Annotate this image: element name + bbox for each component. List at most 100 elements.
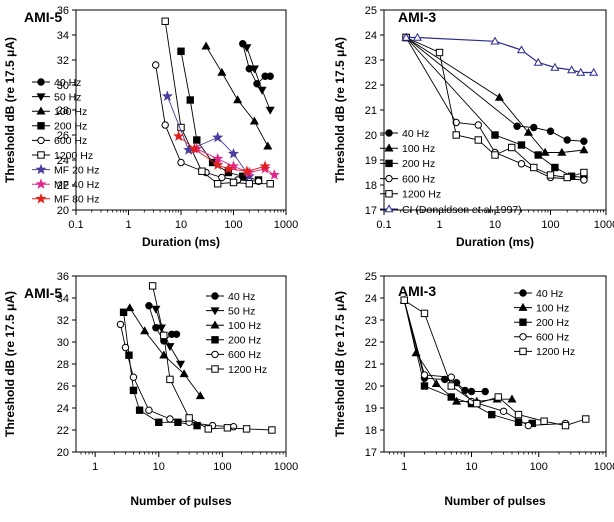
data-point: [159, 350, 169, 359]
legend-label: 200 Hz: [402, 158, 435, 170]
data-point: [172, 330, 181, 338]
chart-panel-1: 20 22 24 26 28 30 32 34 36 0.1 1 10 100 1000 Duration …: [3, 5, 298, 249]
series-mf-80-hz: [173, 130, 271, 176]
y-tick-label: 25: [365, 271, 377, 283]
series-line: [205, 45, 269, 147]
y-tick-label: 36: [57, 5, 69, 17]
legend-label: 100 Hz: [228, 320, 261, 332]
legend-marker: [211, 336, 219, 344]
legend-marker: [35, 178, 47, 189]
data-point: [233, 95, 243, 104]
data-point: [494, 92, 504, 101]
data-point: [213, 180, 222, 188]
x-tick-label: 10: [153, 461, 165, 473]
data-point: [557, 147, 567, 156]
legend-label: 1200 Hz: [54, 150, 93, 162]
chart-title: AMI-5: [24, 9, 62, 25]
data-point: [268, 426, 276, 434]
data-point: [129, 386, 138, 395]
data-point: [254, 177, 263, 185]
data-point: [243, 170, 255, 181]
y-tick-label: 25: [365, 5, 377, 17]
data-point: [208, 158, 217, 167]
y-tick-label: 22: [365, 80, 377, 92]
data-point: [530, 163, 538, 172]
x-tick-label: 1000: [594, 461, 614, 473]
data-point: [540, 147, 550, 156]
series-line: [155, 64, 259, 182]
legend: 40 Hz 50 Hz 100 Hz 200 Hz 600 Hz 1200 Hz: [206, 291, 267, 376]
data-point: [508, 143, 516, 152]
data-point: [474, 136, 482, 144]
data-point: [452, 131, 460, 139]
data-point: [494, 393, 502, 401]
data-point: [266, 72, 274, 80]
data-point: [452, 396, 462, 405]
data-point: [166, 415, 174, 423]
data-point: [517, 141, 526, 149]
data-point: [441, 375, 449, 384]
series-100-hz: [125, 303, 205, 400]
series-line: [129, 307, 201, 397]
plot-frame: [75, 9, 287, 211]
x-tick-label: 1000: [594, 219, 614, 231]
data-point: [125, 351, 133, 359]
series-line: [120, 324, 234, 428]
x-tick-label: 10: [175, 219, 187, 231]
data-point: [481, 387, 489, 396]
series-line: [403, 300, 512, 402]
data-point: [229, 423, 238, 431]
y-tick-label: 32: [57, 315, 69, 327]
data-point: [125, 303, 135, 312]
data-point: [490, 36, 500, 45]
y-tick-label: 34: [57, 30, 69, 42]
y-tick-label: 24: [57, 155, 69, 167]
legend-label: 50 Hz: [54, 91, 81, 103]
series-1200-hz: [402, 33, 588, 182]
x-axis-label: Number of pulses: [444, 494, 546, 508]
x-axis-label: Duration (ms): [456, 235, 534, 249]
data-point: [533, 57, 543, 66]
data-point: [517, 160, 526, 168]
y-tick-label: 23: [365, 315, 377, 327]
legend-marker: [519, 333, 527, 341]
y-tick-label: 20: [365, 130, 377, 142]
x-tick-label: 1: [401, 461, 407, 473]
series-1200-hz: [161, 17, 274, 188]
data-point: [217, 67, 227, 76]
data-point: [514, 410, 523, 419]
data-point: [135, 406, 144, 414]
data-point: [546, 127, 555, 135]
x-tick-label: 1: [92, 461, 98, 473]
data-point: [540, 417, 548, 425]
y-tick-label: 24: [57, 403, 69, 415]
legend: 40 Hz 100 Hz 200 Hz 600 Hz 1200 Hz CI (Donald…: [380, 128, 522, 216]
series-1200-hz: [148, 282, 276, 434]
legend-marker: [37, 136, 45, 145]
y-tick-label: 36: [57, 271, 69, 283]
data-point: [550, 62, 560, 71]
y-axis-label: Threshold dB (re 17.5 μA): [333, 37, 347, 183]
data-point: [420, 309, 429, 318]
legend-marker: [211, 365, 219, 373]
x-axis-label: Duration (ms): [142, 235, 220, 249]
x-tick-label: 0.1: [68, 219, 83, 231]
data-point: [229, 178, 238, 187]
data-point: [589, 67, 599, 76]
data-point: [473, 399, 481, 408]
data-point: [145, 302, 153, 310]
y-tick-label: 19: [365, 403, 377, 415]
series-50-hz: [242, 44, 275, 115]
x-tick-label: 10: [465, 461, 477, 473]
legend-marker: [35, 163, 47, 175]
data-point: [435, 48, 444, 57]
plot-frame: [383, 275, 607, 453]
data-point: [401, 32, 411, 41]
legend-marker: [518, 302, 528, 311]
data-point: [561, 421, 570, 430]
legend-label: 1200 Hz: [402, 189, 441, 201]
y-tick-label: 18: [365, 425, 377, 437]
y-tick-label: 30: [57, 337, 69, 349]
y-tick-label: 22: [57, 425, 69, 437]
